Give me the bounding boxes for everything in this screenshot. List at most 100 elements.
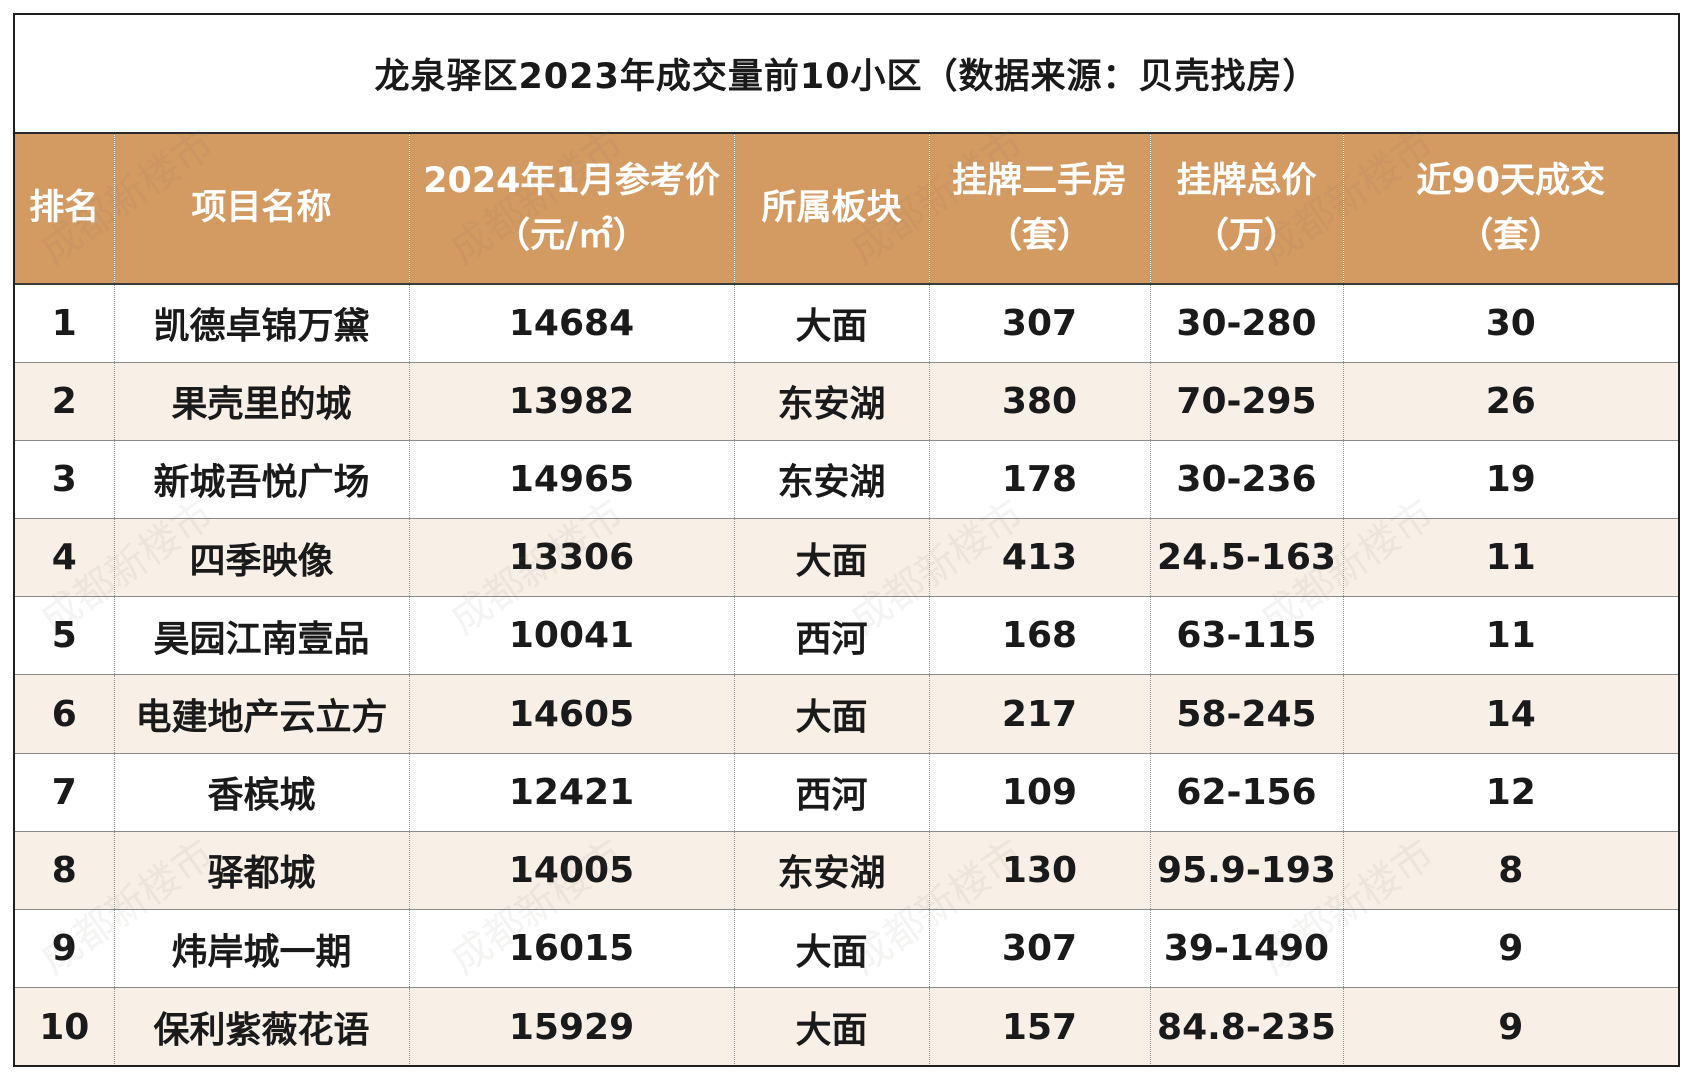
header-row: 排名 项目名称 2024年1月参考价 （元/㎡） 所属板块 挂牌二手房 （套） 挂牌总价 （万）…: [15, 134, 1678, 285]
col-rank-cell: 8: [15, 831, 114, 911]
col-listed-price-cell: 63-115: [1149, 596, 1343, 676]
col-rank-cell: 2: [15, 362, 114, 441]
col-rank-cell: 4: [15, 518, 114, 598]
col-project-name-cell: 香槟城: [113, 753, 409, 832]
header-label: 挂牌总价: [1176, 161, 1317, 202]
col-reference-price-cell: 10041: [408, 596, 734, 676]
col-reference-price-cell: 14684: [408, 284, 734, 363]
col-rank-cell: 9: [15, 909, 114, 989]
table-row: 5 昊园江南壹品 10041 西河 168 63-115 11: [15, 596, 1678, 676]
col-rank-header: 排名: [15, 134, 114, 285]
col-listed-price-cell: 95.9-193: [1149, 831, 1343, 911]
col-rank-cell: 3: [15, 440, 114, 520]
col-recent-deals-cell: 11: [1342, 596, 1678, 676]
table-row: 9 炜岸城一期 16015 大面 307 39-1490 9: [15, 909, 1678, 989]
col-listed-units-cell: 217: [928, 674, 1150, 754]
col-listed-units-cell: 109: [928, 753, 1150, 832]
col-reference-price-cell: 14605: [408, 674, 734, 754]
col-project-name-cell: 四季映像: [113, 518, 409, 598]
col-project-name-cell: 驿都城: [113, 831, 409, 911]
table-row: 1 凯德卓锦万黛 14684 大面 307 30-280 30: [15, 284, 1678, 363]
col-listed-units-header: 挂牌二手房 （套）: [928, 134, 1150, 285]
col-listed-price-cell: 24.5-163: [1149, 518, 1343, 598]
table-header: 排名 项目名称 2024年1月参考价 （元/㎡） 所属板块 挂牌二手房 （套） 挂牌总价 （万）…: [15, 134, 1678, 285]
col-listed-price-cell: 39-1490: [1149, 909, 1343, 989]
col-rank-cell: 10: [39, 1006, 90, 1048]
col-listed-units-cell: 307: [928, 284, 1150, 363]
col-project-name-cell: 新城吾悦广场: [113, 440, 409, 520]
col-listed-price-header: 挂牌总价 （万）: [1149, 134, 1343, 285]
col-rank-cell: 7: [15, 753, 114, 832]
col-reference-price-cell: 12421: [408, 753, 734, 832]
header-label: 挂牌二手房: [951, 161, 1127, 202]
col-project-name-cell: 保利紫薇花语: [113, 987, 409, 1065]
col-listed-units-cell: 157: [928, 987, 1150, 1065]
col-project-name-cell: 果壳里的城: [113, 362, 409, 441]
table-row: 2 果壳里的城 13982 东安湖 380 70-295 26: [15, 362, 1678, 441]
table-row: 7 香槟城 12421 西河 109 62-156 12: [15, 753, 1678, 832]
col-district-header: 所属板块: [733, 134, 929, 285]
header-unit: （元/㎡）: [495, 215, 648, 256]
table-row: 4 四季映像 13306 大面 413 24.5-163 11: [15, 518, 1678, 598]
col-recent-deals-cell: 9: [1342, 909, 1678, 989]
col-reference-price-cell: 14965: [408, 440, 734, 520]
header-unit: （套）: [986, 215, 1092, 256]
header-label: 近90天成交: [1416, 161, 1606, 202]
col-reference-price-cell: 13982: [408, 362, 734, 441]
col-recent-deals-cell: 30: [1342, 284, 1678, 363]
col-recent-deals-header: 近90天成交 （套）: [1342, 134, 1678, 285]
header-label: 所属板块: [761, 188, 902, 229]
col-district-cell: 东安湖: [733, 362, 929, 441]
col-district-cell: 东安湖: [733, 440, 929, 520]
col-reference-price-header: 2024年1月参考价 （元/㎡）: [408, 134, 734, 285]
col-district-cell: 西河: [733, 596, 929, 676]
col-reference-price-cell: 15929: [408, 987, 734, 1065]
table-body: 1 凯德卓锦万黛 14684 大面 307 30-280 30 2 果壳里的城 13982 东安湖 3…: [15, 284, 1678, 1065]
col-listed-units-cell: 130: [928, 831, 1150, 911]
col-listed-units-cell: 168: [928, 596, 1150, 676]
col-rank-cell: 6: [15, 674, 114, 754]
col-recent-deals-cell: 8: [1342, 831, 1678, 911]
header-label: 排名: [29, 188, 100, 229]
col-recent-deals-cell: 12: [1342, 753, 1678, 832]
col-listed-units-cell: 307: [928, 909, 1150, 989]
col-district-cell: 东安湖: [733, 831, 929, 911]
col-recent-deals-cell: 19: [1342, 440, 1678, 520]
table-title: 龙泉驿区2023年成交量前10小区（数据来源：贝壳找房）: [374, 57, 1319, 97]
col-project-name-cell: 凯德卓锦万黛: [113, 284, 409, 363]
table-row: 6 电建地产云立方 14605 大面 217 58-245 14: [15, 674, 1678, 754]
col-project-name-cell: 昊园江南壹品: [113, 596, 409, 676]
col-recent-deals-cell: 9: [1342, 987, 1678, 1065]
col-listed-price-cell: 30-236: [1149, 440, 1343, 520]
col-listed-price-cell: 84.8-235: [1149, 987, 1343, 1065]
col-reference-price-cell: 16015: [408, 909, 734, 989]
col-listed-price-cell: 70-295: [1149, 362, 1343, 441]
header-unit: （万）: [1193, 215, 1299, 256]
header-unit: （套）: [1458, 215, 1564, 256]
col-recent-deals-cell: 11: [1342, 518, 1678, 598]
col-recent-deals-cell: 26: [1342, 362, 1678, 441]
col-district-cell: 西河: [733, 753, 929, 832]
col-project-name-cell: 电建地产云立方: [113, 674, 409, 754]
data-table: 排名 项目名称 2024年1月参考价 （元/㎡） 所属板块 挂牌二手房 （套） 挂牌总价 （万）…: [15, 134, 1678, 1065]
col-reference-price-cell: 13306: [408, 518, 734, 598]
title-bar: 龙泉驿区2023年成交量前10小区（数据来源：贝壳找房）: [15, 15, 1678, 134]
col-district-cell: 大面: [733, 518, 929, 598]
col-district-cell: 大面: [733, 284, 929, 363]
table-frame: 龙泉驿区2023年成交量前10小区（数据来源：贝壳找房） 排名 项目名称 2024年…: [13, 13, 1680, 1067]
col-reference-price-cell: 14005: [408, 831, 734, 911]
col-listed-units-cell: 380: [928, 362, 1150, 441]
col-district-cell: 大面: [733, 909, 929, 989]
table-row: 3 新城吾悦广场 14965 东安湖 178 30-236 19: [15, 440, 1678, 520]
header-label: 项目名称: [191, 188, 332, 229]
table-row: 8 驿都城 14005 东安湖 130 95.9-193 8: [15, 831, 1678, 911]
col-recent-deals-cell: 14: [1342, 674, 1678, 754]
col-listed-price-cell: 30-280: [1149, 284, 1343, 363]
col-listed-units-cell: 413: [928, 518, 1150, 598]
col-listed-price-cell: 62-156: [1149, 753, 1343, 832]
col-district-cell: 大面: [733, 987, 929, 1065]
col-listed-units-cell: 178: [928, 440, 1150, 520]
table-row: 10 保利紫薇花语 15929 大面 157 84.8-235 9: [15, 987, 1678, 1065]
col-project-name-cell: 炜岸城一期: [113, 909, 409, 989]
col-listed-price-cell: 58-245: [1149, 674, 1343, 754]
